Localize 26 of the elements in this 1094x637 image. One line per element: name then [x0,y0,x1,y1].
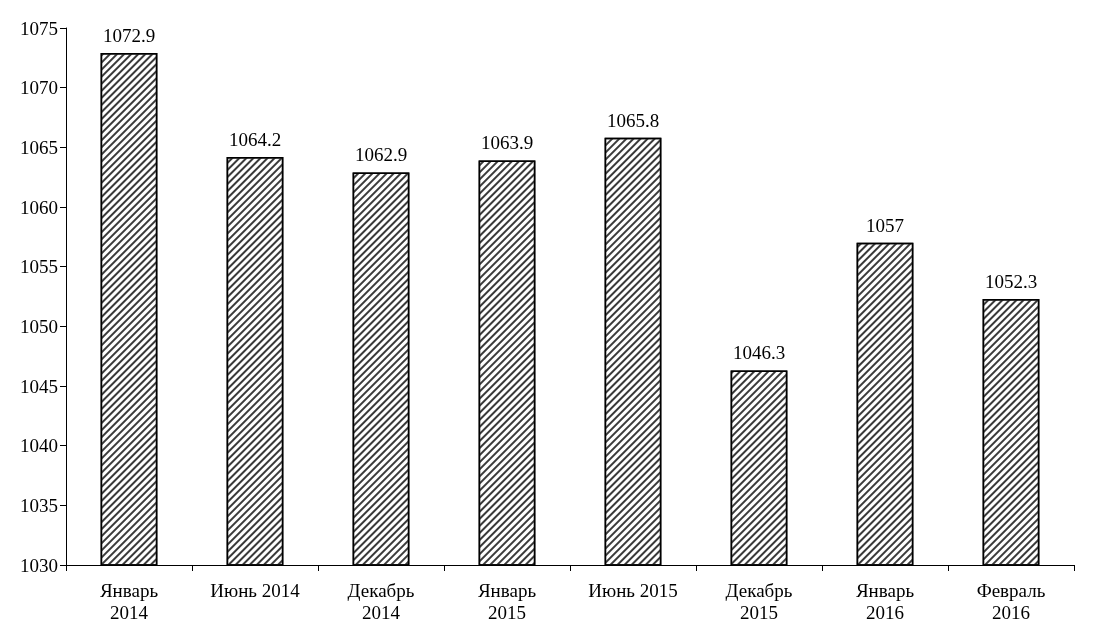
y-tick-label: 1035 [20,494,58,516]
x-tick-label: Июнь 2014 [210,579,301,601]
data-label: 1046.3 [732,342,786,364]
x-tick-label: Январь 2015 [477,579,537,623]
data-label: 1064.2 [228,128,282,150]
y-tick-label: 1050 [20,315,58,337]
data-label: 1065.8 [606,109,660,131]
y-tick-label: 1070 [20,77,58,99]
y-tick-label: 1045 [20,375,58,397]
y-tick-label: 1040 [20,435,58,457]
y-tick-label: 1065 [20,136,58,158]
x-tick-label: Февраль 2016 [976,579,1046,623]
x-tick-label: Январь 2014 [99,579,159,623]
data-label: 1057 [866,214,904,236]
data-label: 1052.3 [984,270,1038,292]
x-tick-label: Июнь 2015 [588,579,678,601]
data-label: 1062.9 [354,144,408,166]
y-tick-label: 1060 [20,196,58,218]
data-label: 1063.9 [480,132,534,154]
y-tick-label: 1030 [20,554,58,576]
x-tick-label: Декабрь 2015 [725,579,793,623]
x-tick-label: Январь 2016 [855,579,915,623]
y-tick-label: 1055 [20,256,58,278]
x-tick-label: Декабрь 2014 [347,579,415,623]
y-tick-label: 1075 [20,17,58,39]
data-label: 1072.9 [102,25,156,47]
